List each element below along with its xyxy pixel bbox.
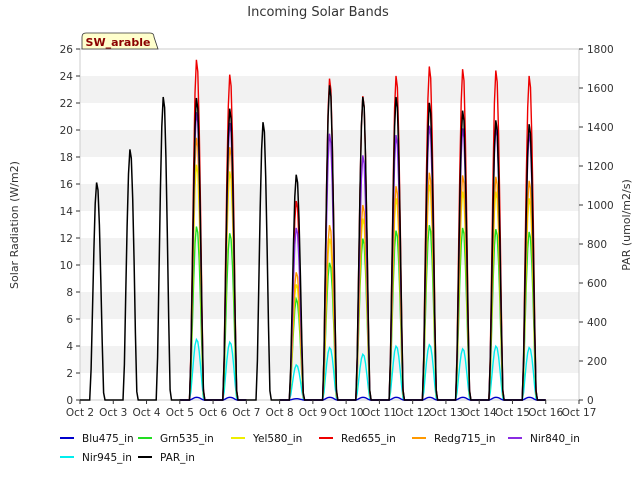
x-tick-label: Oct 14 bbox=[462, 407, 497, 419]
x-tick-label: Oct 16 bbox=[528, 407, 563, 419]
legend-label: Blu475_in bbox=[82, 433, 134, 445]
x-tick-label: Oct 10 bbox=[329, 407, 364, 419]
left-tick-label: 10 bbox=[60, 260, 73, 272]
left-tick-label: 6 bbox=[66, 314, 73, 326]
right-tick-label: 600 bbox=[587, 278, 607, 290]
legend-label: PAR_in bbox=[160, 452, 195, 464]
x-tick-label: Oct 9 bbox=[299, 407, 327, 419]
x-axis-ticks: Oct 2 Oct 3 Oct 4 Oct 5 Oct 6 Oct 7 Oct 8 Oct 9… bbox=[66, 400, 597, 419]
site-tag-label: SW_arable bbox=[86, 36, 151, 49]
left-tick-label: 22 bbox=[60, 98, 73, 110]
x-tick-label: Oct 7 bbox=[232, 407, 260, 419]
x-tick-label: Oct 17 bbox=[562, 407, 597, 419]
x-tick-label: Oct 13 bbox=[429, 407, 464, 419]
left-tick-label: 20 bbox=[60, 125, 73, 137]
x-tick-label: Oct 12 bbox=[395, 407, 430, 419]
right-axis-ticks: 0 200 400 600 800 1000 1200 1400 1600 1800 bbox=[579, 44, 614, 407]
x-tick-label: Oct 3 bbox=[99, 407, 127, 419]
left-tick-label: 16 bbox=[60, 179, 74, 191]
plot-frame bbox=[79, 48, 580, 401]
legend-label: Grn535_in bbox=[160, 433, 214, 445]
left-tick-label: 18 bbox=[60, 152, 73, 164]
right-axis-label: PAR (umol/m2/s) bbox=[620, 179, 633, 271]
legend: Blu475_in Grn535_in Yel580_in Red655_in Redg… bbox=[60, 433, 580, 464]
grid-band bbox=[80, 49, 579, 76]
right-tick-label: 400 bbox=[587, 317, 607, 329]
left-tick-label: 14 bbox=[60, 206, 74, 218]
right-tick-label: 1000 bbox=[587, 200, 614, 212]
right-tick-label: 200 bbox=[587, 356, 607, 368]
grid-band bbox=[80, 346, 579, 373]
right-tick-label: 1600 bbox=[587, 83, 614, 95]
grid-band bbox=[80, 157, 579, 184]
legend-label: Redg715_in bbox=[434, 433, 495, 445]
grid-band bbox=[80, 103, 579, 130]
site-tag: SW_arable bbox=[81, 32, 159, 50]
left-tick-label: 8 bbox=[66, 287, 73, 299]
left-tick-label: 24 bbox=[60, 71, 74, 83]
grid-band bbox=[80, 319, 579, 346]
x-tick-label: Oct 2 bbox=[66, 407, 94, 419]
grid-band bbox=[80, 373, 579, 400]
x-tick-label: Oct 15 bbox=[495, 407, 530, 419]
x-tick-label: Oct 4 bbox=[132, 407, 160, 419]
left-tick-label: 4 bbox=[66, 341, 73, 353]
x-tick-label: Oct 6 bbox=[199, 407, 227, 419]
left-tick-label: 12 bbox=[60, 233, 73, 245]
legend-label: Red655_in bbox=[341, 433, 396, 445]
x-tick-label: Oct 5 bbox=[166, 407, 194, 419]
left-tick-label: 26 bbox=[60, 44, 74, 56]
right-tick-label: 800 bbox=[587, 239, 607, 251]
legend-label: Yel580_in bbox=[252, 433, 302, 445]
right-tick-label: 1800 bbox=[587, 44, 614, 56]
left-tick-label: 2 bbox=[66, 368, 73, 380]
grid-band bbox=[80, 184, 579, 211]
left-axis-label: Solar Radiation (W/m2) bbox=[8, 161, 21, 289]
grid-band bbox=[80, 292, 579, 319]
chart-title: Incoming Solar Bands bbox=[247, 5, 389, 20]
right-tick-label: 0 bbox=[587, 395, 594, 407]
x-tick-label: Oct 8 bbox=[266, 407, 294, 419]
x-tick-label: Oct 11 bbox=[362, 407, 397, 419]
right-tick-label: 1200 bbox=[587, 161, 614, 173]
grid-band bbox=[80, 211, 579, 238]
legend-label: Nir945_in bbox=[82, 452, 132, 464]
legend-label: Nir840_in bbox=[530, 433, 580, 445]
left-tick-label: 0 bbox=[66, 395, 73, 407]
right-tick-label: 1400 bbox=[587, 122, 614, 134]
